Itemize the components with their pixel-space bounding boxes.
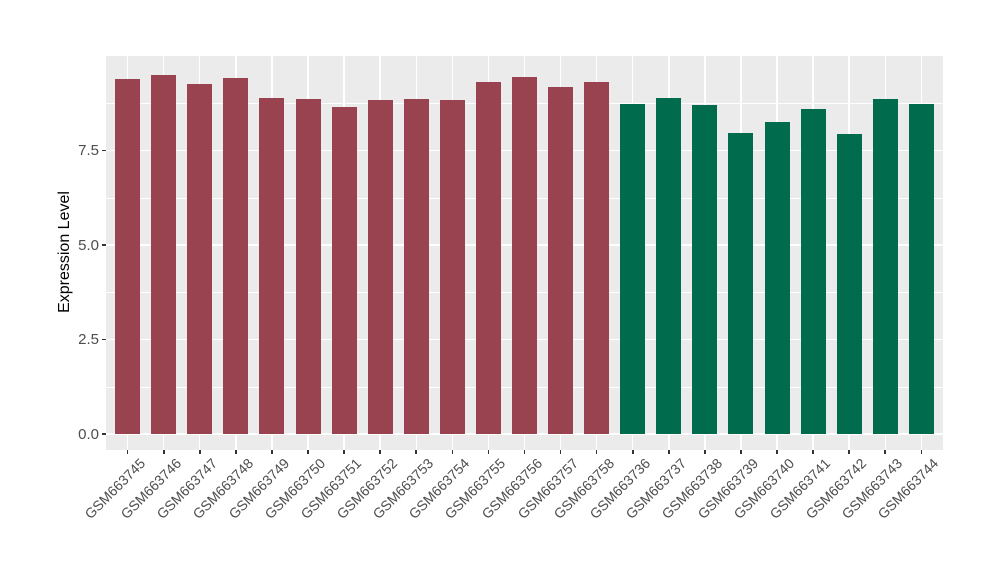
x-tick-mark [668, 450, 670, 454]
x-tick-mark [271, 450, 273, 454]
bar-GSM663737 [656, 97, 682, 434]
bar-GSM663748 [223, 77, 249, 434]
x-tick-mark [487, 450, 490, 454]
bar-GSM663757 [548, 86, 574, 434]
bar-GSM663746 [151, 74, 177, 434]
bar-GSM663755 [475, 82, 501, 434]
bar-GSM663747 [187, 83, 213, 434]
x-tick-mark [523, 450, 526, 454]
y-tick-label: 2.5 [78, 331, 99, 348]
bar-GSM663751 [331, 106, 357, 434]
x-tick-mark [595, 450, 598, 454]
bar-GSM663745 [115, 79, 141, 434]
bar-GSM663754 [439, 100, 465, 434]
y-tick-label: 7.5 [78, 142, 99, 159]
x-tick-mark [812, 450, 814, 454]
x-tick-mark [379, 450, 381, 454]
bar-GSM663749 [259, 97, 285, 434]
y-tick-mark [102, 244, 106, 246]
y-tick-mark [102, 433, 106, 435]
x-tick-mark [704, 450, 706, 454]
bar-GSM663752 [367, 100, 393, 434]
plot-panel [106, 56, 943, 450]
x-tick-mark [920, 450, 923, 454]
bar-GSM663758 [584, 82, 610, 434]
x-tick-mark [126, 450, 129, 454]
x-tick-mark [776, 450, 778, 454]
x-tick-mark [307, 450, 309, 454]
y-tick-mark [102, 149, 106, 152]
bar-GSM663741 [800, 108, 826, 434]
x-tick-mark [884, 450, 887, 454]
x-tick-mark [451, 450, 454, 454]
y-tick-label: 5.0 [78, 236, 99, 254]
bar-GSM663739 [728, 133, 754, 434]
bar-GSM663750 [295, 98, 321, 434]
x-tick-mark [415, 450, 418, 454]
bar-GSM663740 [764, 122, 790, 434]
x-tick-mark [631, 450, 634, 454]
x-tick-mark [162, 450, 165, 454]
bar-GSM663743 [872, 99, 898, 434]
x-tick-mark [199, 450, 201, 454]
bar-GSM663742 [836, 133, 862, 434]
x-tick-mark [848, 450, 850, 454]
x-tick-mark [740, 450, 742, 454]
y-tick-label: 0.0 [78, 425, 99, 443]
x-tick-mark [559, 450, 562, 454]
bar-GSM663756 [512, 77, 537, 434]
x-tick-mark [235, 450, 237, 454]
bar-GSM663738 [692, 105, 718, 434]
bar-GSM663744 [908, 104, 934, 434]
bar-GSM663736 [620, 104, 646, 434]
x-tick-mark [343, 450, 345, 454]
y-tick-mark [102, 338, 106, 341]
bar-GSM663753 [403, 98, 429, 434]
